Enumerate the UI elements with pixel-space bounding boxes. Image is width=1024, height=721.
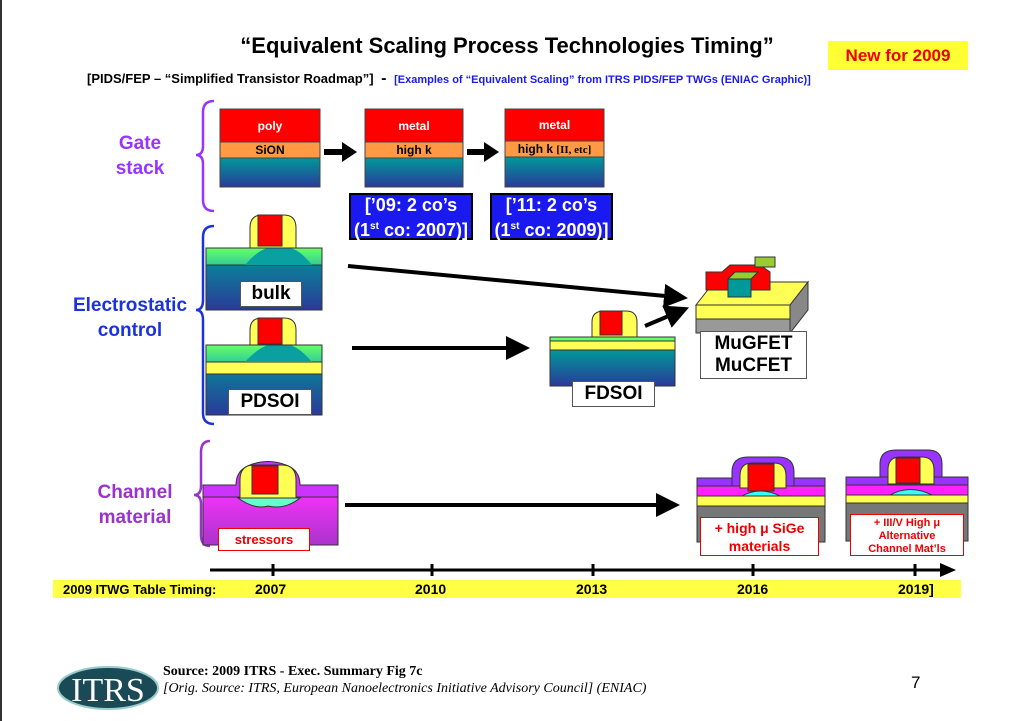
stack3-middle-text: high k xyxy=(517,142,554,156)
orig-source-text: [Orig. Source: ITRS, European Nanoelectr… xyxy=(163,681,647,696)
iiiv-label: + III/V High μ Alternative Channel Mat’ls xyxy=(850,514,964,556)
channel-label-2: material xyxy=(98,507,172,528)
note-2011-line2: (1st co: 2009)] xyxy=(492,216,611,241)
electrostatic-label-2: control xyxy=(97,320,163,341)
mugfet-label: MuGFET MuCFET xyxy=(700,331,807,379)
channel-brace xyxy=(193,439,211,548)
n1-pre: (1 xyxy=(354,220,371,240)
timeline-arrowhead xyxy=(940,563,956,577)
year-2019: 2019] xyxy=(898,581,934,597)
flow-arrows xyxy=(345,264,690,517)
subtitle-examples: [Examples of “Equivalent Scaling” from I… xyxy=(394,74,811,86)
gate-stack-label: Gate stack xyxy=(90,131,190,181)
new-badge: New for 2009 xyxy=(828,41,968,70)
note-2009-line1: [’09: 2 co’s xyxy=(364,195,458,215)
gate-stack-arrows xyxy=(324,142,499,162)
mugfet-line1: MuGFET xyxy=(714,333,793,354)
n2-sup: st xyxy=(510,221,520,232)
electrostatic-brace xyxy=(195,224,215,426)
source-text: Source: 2009 ITRS - Exec. Summary Fig 7c xyxy=(163,664,423,679)
left-border xyxy=(0,0,2,721)
gate-stack-metal-highk-ii xyxy=(504,108,605,188)
gate-stack-metal-highk xyxy=(364,108,464,188)
subtitle-dash: - xyxy=(381,70,387,87)
year-2016: 2016 xyxy=(737,581,769,597)
stack1-middle: SiON xyxy=(255,143,285,157)
stack3-top: metal xyxy=(538,118,571,132)
fdsoi-transistor-graphic xyxy=(549,310,676,387)
stack1-top: poly xyxy=(257,119,283,133)
year-2010: 2010 xyxy=(415,581,447,597)
channel-material-label: Channel material xyxy=(80,480,190,530)
iiiv-line3: Channel Mat’ls xyxy=(868,543,946,555)
mugfet-3d-graphic xyxy=(694,256,810,335)
gate-stack-poly-sion xyxy=(219,108,321,188)
stressors-label: stressors xyxy=(218,528,310,551)
gate-stack-brace xyxy=(195,99,215,213)
stack2-top: metal xyxy=(398,119,430,133)
n1-sup: st xyxy=(370,221,379,232)
n1-post: co: 2007)] xyxy=(378,220,468,240)
electrostatic-label: Electrostatic control xyxy=(60,293,200,343)
sige-line2: materials xyxy=(728,538,791,554)
note-2009: [’09: 2 co’s (1st co: 2007)] xyxy=(349,193,473,240)
itrs-logo: ITRS xyxy=(57,666,159,710)
timeline-label: 2009 ITWG Table Timing: xyxy=(63,582,217,597)
page-title: “Equivalent Scaling Process Technologies… xyxy=(240,33,774,58)
stack3-middle: high k [II, etc] xyxy=(505,142,604,156)
note-2011: [’11: 2 co’s (1st co: 2009)] xyxy=(490,193,613,240)
n2-post: co: 2009)] xyxy=(519,220,609,240)
sige-line1: + high μ SiGe xyxy=(714,520,805,536)
note-2011-line1: [’11: 2 co’s xyxy=(505,195,598,215)
iiiv-line2: Alternative xyxy=(878,530,936,542)
sige-label: + high μ SiGe materials xyxy=(700,517,819,556)
fdsoi-label: FDSOI xyxy=(572,381,655,407)
year-2013: 2013 xyxy=(576,581,608,597)
mugfet-line2: MuCFET xyxy=(714,355,793,376)
iiiv-line1: + III/V High μ xyxy=(873,517,941,529)
timeline-band xyxy=(53,580,961,598)
stack3-middle-suffix: [II, etc] xyxy=(556,144,592,156)
channel-label-1: Channel xyxy=(97,482,173,503)
pdsoi-label: PDSOI xyxy=(228,389,312,415)
subtitle: [PIDS/FEP – “Simplified Transistor Roadm… xyxy=(87,70,811,88)
gate-label-2: stack xyxy=(115,158,165,179)
page-number: 7 xyxy=(911,673,921,692)
subtitle-main: [PIDS/FEP – “Simplified Transistor Roadm… xyxy=(87,71,374,86)
stack2-middle: high k xyxy=(396,143,432,157)
electrostatic-label-1: Electrostatic xyxy=(72,295,188,316)
itrs-logo-text: ITRS xyxy=(71,672,145,709)
note-2009-line2: (1st co: 2007)] xyxy=(351,216,471,241)
year-2007: 2007 xyxy=(255,581,287,597)
bulk-label: bulk xyxy=(240,281,302,307)
timeline-axis xyxy=(210,564,945,576)
gate-label-1: Gate xyxy=(118,133,162,154)
n2-pre: (1 xyxy=(494,220,511,240)
